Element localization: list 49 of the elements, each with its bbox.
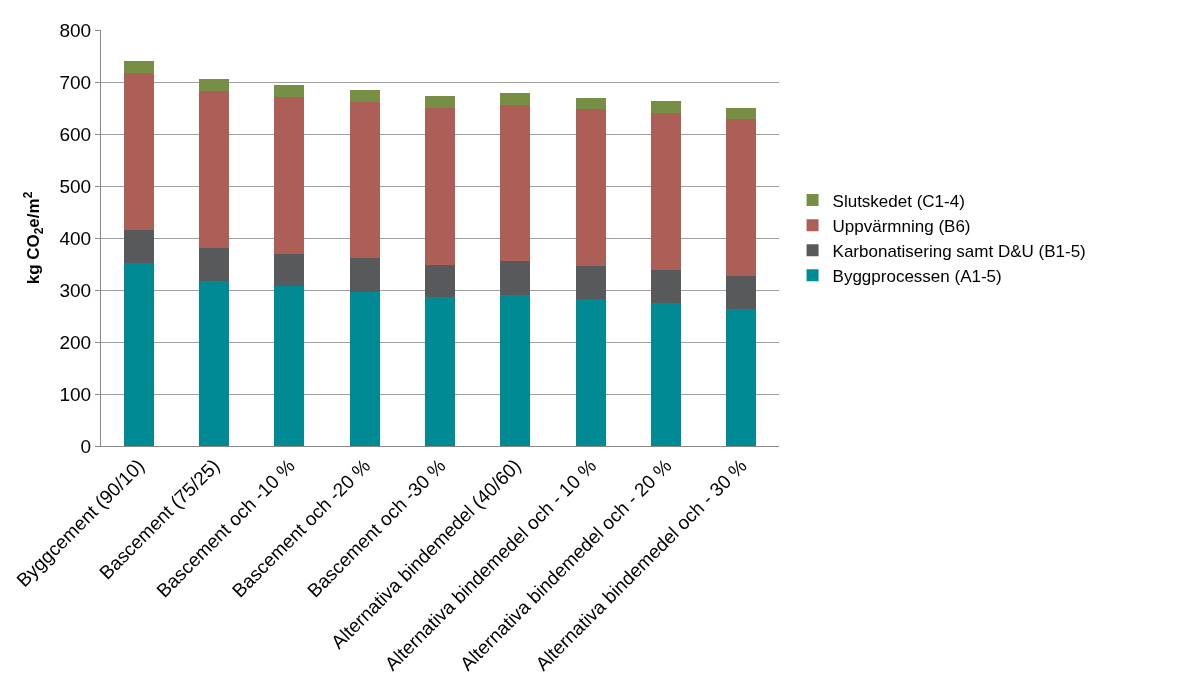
bar	[198, 78, 230, 92]
y-tick-label: 400	[59, 227, 92, 249]
bar	[274, 285, 305, 446]
bar	[198, 280, 230, 446]
bar	[726, 276, 757, 310]
bar	[650, 303, 682, 446]
bar	[575, 97, 606, 110]
y-tick-label: 700	[59, 71, 92, 93]
y-tick-label: 0	[80, 435, 92, 457]
y-tick-label: 500	[59, 175, 92, 197]
legend-label: Uppvärmning (B6)	[832, 216, 971, 236]
bar	[650, 101, 682, 114]
bar	[575, 266, 606, 299]
bar	[349, 258, 380, 293]
bar	[274, 97, 305, 254]
bar	[500, 294, 531, 446]
bar	[349, 101, 380, 259]
legend-label: Slutskedet (C1-4)	[832, 191, 965, 211]
bar	[123, 229, 154, 264]
bar	[424, 108, 456, 265]
bar	[424, 296, 456, 446]
y-tick-label: 300	[59, 279, 92, 301]
bar	[424, 264, 456, 297]
bar	[274, 85, 305, 98]
bar	[198, 91, 230, 248]
bar	[500, 104, 531, 262]
bar	[726, 108, 757, 120]
y-tick-label: 200	[59, 331, 92, 353]
bar	[575, 298, 606, 446]
bar	[650, 270, 682, 303]
legend-label: Byggprocessen (A1-5)	[832, 266, 1002, 286]
bar	[349, 292, 380, 446]
bar	[123, 73, 154, 230]
y-tick-label: 100	[59, 383, 92, 405]
bar	[349, 89, 380, 102]
bar	[500, 261, 531, 295]
bar	[500, 92, 531, 105]
bar	[424, 96, 456, 108]
bar	[726, 119, 757, 277]
bar	[575, 109, 606, 267]
legend-label: Karbonatisering samt D&U (B1-5)	[832, 241, 1086, 261]
bar	[274, 253, 305, 286]
bar	[123, 263, 154, 446]
bar	[123, 60, 154, 74]
y-tick-label: 600	[59, 123, 92, 145]
bar	[650, 113, 682, 271]
bar	[726, 309, 757, 446]
bar	[198, 247, 230, 281]
y-tick-label: 800	[59, 19, 92, 41]
